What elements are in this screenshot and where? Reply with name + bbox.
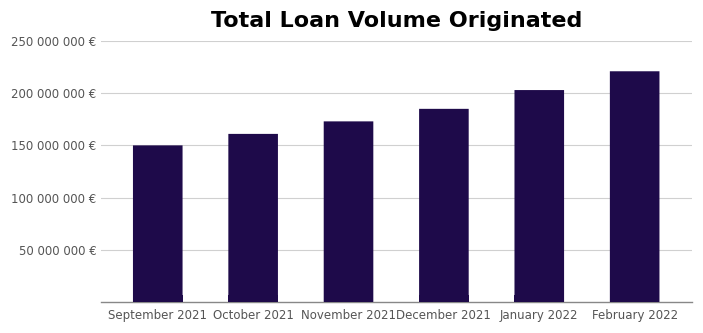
FancyBboxPatch shape [515,90,564,302]
Bar [228,295,278,302]
Bar [419,109,469,302]
Bar [323,121,373,302]
Bar [228,134,278,302]
Title: Total Loan Volume Originated: Total Loan Volume Originated [210,11,582,31]
Bar [515,295,564,302]
Bar [419,295,469,302]
FancyBboxPatch shape [133,146,183,302]
FancyBboxPatch shape [610,71,659,302]
Bar [515,90,564,302]
Bar [323,295,373,302]
FancyBboxPatch shape [228,134,278,302]
Bar [133,295,183,302]
Bar [133,146,183,302]
Bar [610,71,659,302]
FancyBboxPatch shape [419,109,469,302]
Bar [610,295,659,302]
FancyBboxPatch shape [323,121,373,302]
